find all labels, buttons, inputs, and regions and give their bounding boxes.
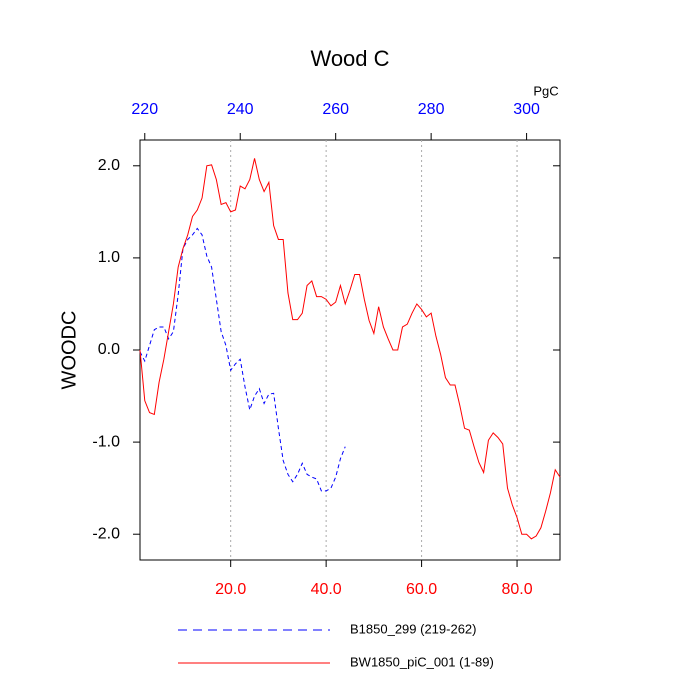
y-tick-label: -1.0 <box>92 433 120 450</box>
x-tick-label: 60.0 <box>406 581 437 598</box>
plot-frame <box>139 139 561 561</box>
x2-tick-label: 260 <box>322 101 349 118</box>
y-axis-label: WOODC <box>58 311 80 390</box>
x-tick-label: 80.0 <box>501 581 532 598</box>
y-tick-label: 0.0 <box>98 341 120 358</box>
x2-tick-label: 280 <box>418 101 445 118</box>
chart-title: Wood C <box>310 46 389 71</box>
x-tick-label: 20.0 <box>215 581 246 598</box>
y-tick-label: 2.0 <box>98 157 120 174</box>
x2-tick-label: 220 <box>131 101 158 118</box>
series-line <box>139 227 346 492</box>
x-tick-label: 40.0 <box>311 581 342 598</box>
y-tick-label: 1.0 <box>98 249 120 266</box>
legend-label: BW1850_piC_001 (1-89) <box>350 654 494 669</box>
legend-label: B1850_299 (219-262) <box>350 621 477 636</box>
series-line <box>139 158 561 540</box>
x2-tick-label: 240 <box>227 101 254 118</box>
y-tick-label: -2.0 <box>92 525 120 542</box>
x2-tick-label: 300 <box>513 101 540 118</box>
x2-axis-label: PgC <box>533 83 558 98</box>
